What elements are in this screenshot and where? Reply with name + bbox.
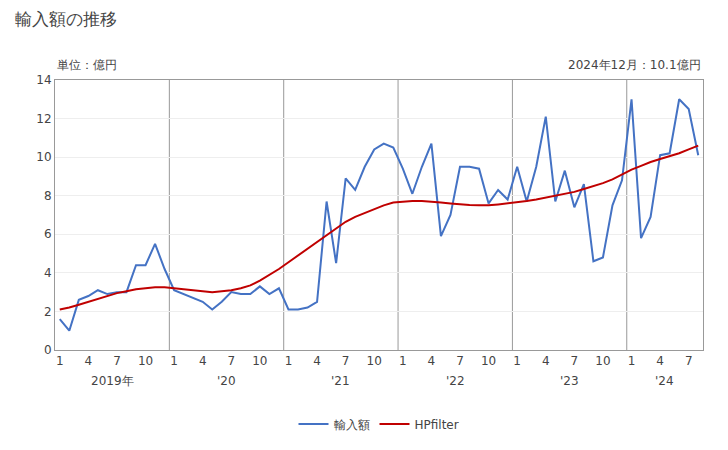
svg-text:8: 8 — [44, 189, 52, 203]
svg-text:輸入額: 輸入額 — [334, 418, 370, 432]
svg-text:2: 2 — [44, 305, 52, 319]
svg-text:4: 4 — [428, 354, 436, 368]
svg-text:10: 10 — [595, 354, 610, 368]
svg-text:1: 1 — [56, 354, 64, 368]
svg-text:1: 1 — [513, 354, 521, 368]
svg-text:1: 1 — [170, 354, 178, 368]
svg-text:4: 4 — [44, 266, 52, 280]
svg-text:14: 14 — [36, 73, 51, 87]
svg-text:輸入額の推移: 輸入額の推移 — [15, 9, 117, 29]
svg-text:7: 7 — [571, 354, 579, 368]
svg-text:4: 4 — [313, 354, 321, 368]
svg-text:'21: '21 — [331, 374, 350, 388]
svg-text:10: 10 — [367, 354, 382, 368]
svg-text:'20: '20 — [217, 374, 236, 388]
svg-text:1: 1 — [285, 354, 293, 368]
svg-text:6: 6 — [44, 227, 52, 241]
svg-text:10: 10 — [481, 354, 496, 368]
svg-text:4: 4 — [542, 354, 550, 368]
svg-text:4: 4 — [656, 354, 664, 368]
svg-text:10: 10 — [252, 354, 267, 368]
svg-text:'23: '23 — [560, 374, 579, 388]
svg-text:7: 7 — [113, 354, 121, 368]
svg-text:2024年12月：10.1億円: 2024年12月：10.1億円 — [568, 58, 701, 72]
svg-text:単位：億円: 単位：億円 — [57, 58, 117, 72]
svg-text:1: 1 — [628, 354, 636, 368]
svg-text:2019年: 2019年 — [91, 374, 134, 388]
svg-text:10: 10 — [138, 354, 153, 368]
svg-text:4: 4 — [85, 354, 93, 368]
svg-text:0: 0 — [44, 343, 52, 357]
svg-text:HPfilter: HPfilter — [415, 418, 459, 432]
svg-text:10: 10 — [36, 150, 51, 164]
svg-text:7: 7 — [456, 354, 464, 368]
svg-text:7: 7 — [342, 354, 350, 368]
svg-text:7: 7 — [685, 354, 693, 368]
svg-text:'24: '24 — [655, 374, 674, 388]
svg-text:12: 12 — [36, 112, 51, 126]
svg-text:'22: '22 — [446, 374, 465, 388]
svg-text:1: 1 — [399, 354, 407, 368]
svg-text:4: 4 — [199, 354, 207, 368]
svg-text:7: 7 — [227, 354, 235, 368]
